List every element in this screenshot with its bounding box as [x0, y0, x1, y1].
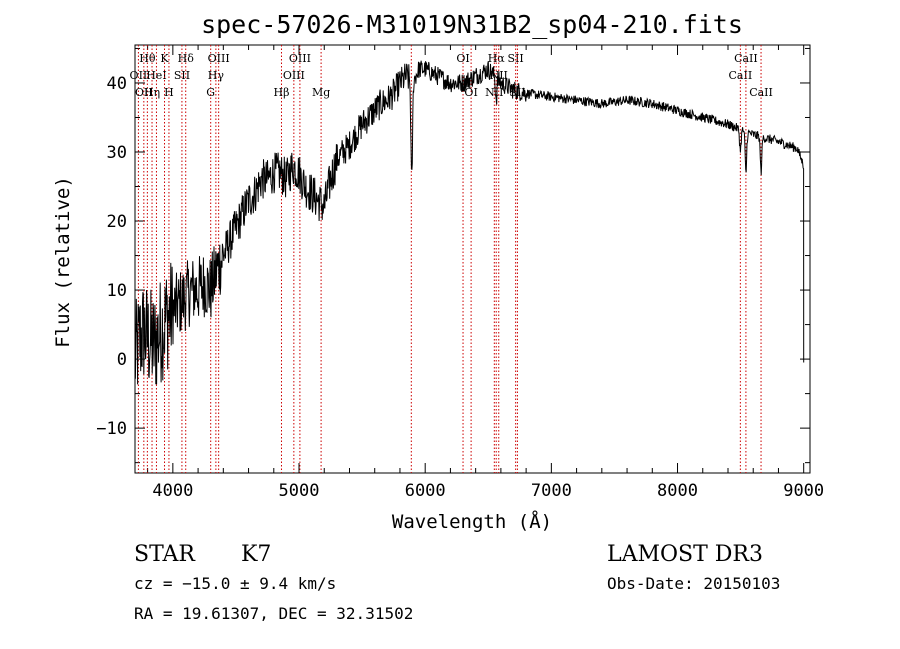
y-tick-label: 10 — [107, 281, 127, 301]
spectrum-line — [134, 60, 805, 385]
line-marker-label: OIII — [283, 69, 305, 82]
line-marker-label: NII — [485, 86, 503, 99]
plot-frame — [134, 44, 811, 474]
line-marker-label: CaII — [734, 52, 758, 65]
x-axis-label: Wavelength (Å) — [392, 510, 552, 533]
x-axis: 4000 5000 6000 7000 8000 9000 — [147, 45, 824, 501]
line-marker-label: H — [164, 86, 174, 99]
x-tick-label: 5000 — [279, 481, 320, 501]
y-tick-label: 20 — [107, 212, 127, 232]
line-marker-label: CaII — [749, 86, 773, 99]
object-subclass: K7 — [241, 542, 271, 567]
object-class: STAR — [134, 542, 196, 567]
line-marker-label: G — [206, 86, 215, 99]
line-marker-label: OIII — [208, 52, 230, 65]
line-marker-label: CaII — [729, 69, 753, 82]
line-marker-label: OI — [464, 86, 477, 99]
emission-line-markers: OIIOIIHθHηHeIKHSIIHδGHγOIIIHβOIIIOIIIMgO… — [130, 45, 773, 473]
x-tick-label: 6000 — [405, 481, 446, 501]
y-tick-label: −10 — [96, 419, 127, 439]
line-marker-label: SII — [508, 52, 524, 65]
line-marker-label: Mg — [312, 86, 330, 99]
y-axis-label: Flux (relative) — [52, 176, 74, 348]
line-marker-label: Hη — [144, 86, 160, 99]
x-tick-label: 7000 — [531, 481, 572, 501]
line-marker-label: SII — [174, 69, 190, 82]
x-tick-label: 9000 — [783, 481, 824, 501]
line-marker-label: Hδ — [178, 52, 195, 65]
line-marker-label: Hα — [488, 52, 506, 65]
line-marker-label: Hβ — [274, 86, 290, 99]
chart-title: spec-57026-M31019N31B2_sp04-210.fits — [201, 10, 743, 39]
line-marker-label: OII — [135, 86, 153, 99]
x-tick-label: 4000 — [152, 481, 193, 501]
line-marker-label: OI — [456, 52, 469, 65]
y-tick-label: 30 — [107, 143, 127, 163]
y-tick-label: 0 — [117, 350, 127, 370]
line-marker-label: OII — [130, 69, 148, 82]
x-tick-label: 8000 — [657, 481, 698, 501]
obs-date: Obs-Date: 20150103 — [607, 574, 780, 593]
ra-dec: RA = 19.61307, DEC = 32.31502 — [134, 604, 413, 623]
redshift-velocity: cz = −15.0 ± 9.4 km/s — [134, 574, 336, 593]
survey-name: LAMOST DR3 — [607, 542, 763, 567]
line-marker-label: K — [160, 52, 169, 65]
line-marker-label: OIII — [289, 52, 311, 65]
y-tick-label: 40 — [107, 74, 127, 94]
line-marker-label: Hγ — [208, 69, 225, 82]
line-marker-label: Hθ — [139, 52, 156, 65]
line-marker-label: HeI — [146, 69, 166, 82]
y-axis: −10 0 10 20 30 40 — [96, 47, 810, 464]
